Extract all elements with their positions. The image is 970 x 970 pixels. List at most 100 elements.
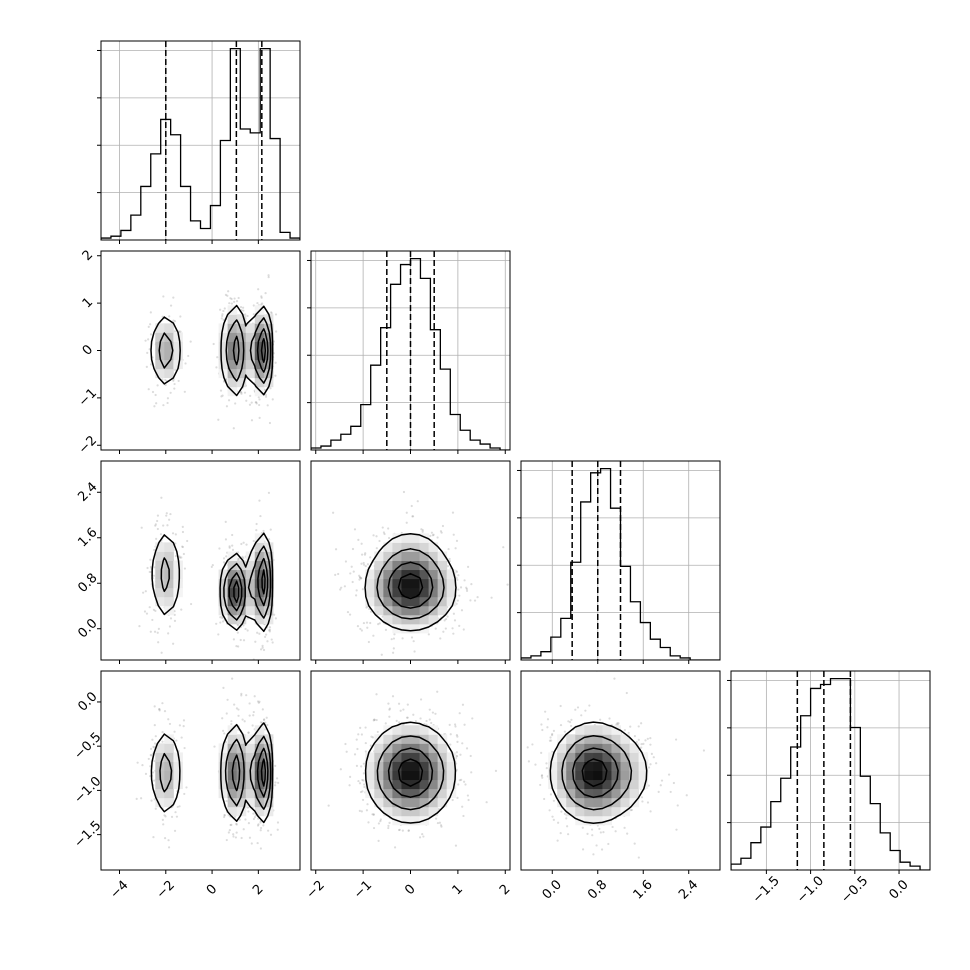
sample-point [167,632,170,635]
sample-point [502,546,505,549]
sample-point [391,695,395,698]
sample-point [167,846,171,849]
contour-line [376,548,445,620]
sample-point [154,523,157,526]
sample-point [456,796,459,799]
sample-point [462,814,465,818]
sample-point [143,610,147,613]
sample-point [149,333,153,336]
density-cell [410,614,421,625]
sample-point [655,762,658,765]
sample-point [173,829,177,832]
density-cell [227,806,238,817]
sample-point [242,828,245,831]
sample-point [541,728,544,732]
density-cell [383,743,393,753]
density-cell [419,614,430,625]
sample-point [252,710,255,714]
sample-point [264,395,268,398]
sample-point [219,389,223,392]
density-cell [164,752,174,762]
axes-frame [520,460,721,661]
density-cell [263,752,274,762]
sample-point [405,511,408,514]
density-cell [428,752,439,762]
density-cell [611,734,621,744]
sample-point [552,799,556,802]
sample-point [646,801,650,804]
sample-point [173,610,176,613]
sample-point [172,319,175,322]
sample-point [237,557,240,560]
sample-point [222,318,225,321]
sample-point [152,574,155,577]
sample-point [414,719,417,723]
sample-point [412,640,415,643]
sample-point [640,722,643,725]
sample-point [559,723,563,727]
sample-point [629,725,632,728]
sample-point [660,779,664,782]
density-cell [401,770,411,781]
sample-point [637,725,640,728]
sample-point [181,545,184,548]
density-cell [164,551,174,561]
sample-point [339,588,342,591]
density-cell [620,788,631,799]
sample-point [442,630,445,633]
density-cell [164,542,174,552]
density-cell [218,569,229,580]
sample-point [248,702,251,705]
sample-point [224,741,227,744]
density-cell [164,560,174,571]
sample-point [268,629,271,632]
sample-point [373,718,376,721]
sample-point [669,790,672,794]
sample-point [221,620,225,623]
density-cell [227,359,238,370]
sample-point [379,818,382,821]
sample-point [182,725,185,728]
y-tick-label: 0 [80,342,96,358]
sample-point [256,631,259,634]
density-cell [584,752,594,762]
sample-point [640,796,644,799]
sample-point [360,733,363,736]
sample-point [179,315,182,318]
sample-point [623,729,626,732]
sample-point [235,831,238,834]
sample-point [366,563,370,566]
density-cell [392,551,402,561]
sample-point [271,398,274,401]
density-cell [383,806,393,817]
density-cell [365,779,375,790]
sample-point [439,530,443,533]
sample-point [421,833,424,836]
sample-point [166,401,169,405]
sample-point [220,395,223,398]
sample-point [465,587,468,591]
sample-point [586,832,589,835]
density-cell [164,587,174,598]
density-cell [254,341,265,351]
sample-point [172,642,175,645]
sample-point [470,771,473,774]
sample-point [357,733,360,736]
density-cell [410,734,421,744]
sample-point [152,745,155,748]
sample-point [259,514,262,518]
sample-point [244,627,247,631]
sample-point [357,779,360,783]
sample-point [252,714,255,717]
sample-point [454,844,458,847]
density-cell [218,761,229,771]
sample-point [216,356,219,359]
sample-point [410,504,413,508]
density-cell [263,779,274,790]
sample-point [455,734,459,737]
sample-point [393,846,397,849]
sample-point [551,750,554,753]
density-cell [155,596,165,607]
density-cell [584,770,594,781]
density-cell [629,788,640,799]
